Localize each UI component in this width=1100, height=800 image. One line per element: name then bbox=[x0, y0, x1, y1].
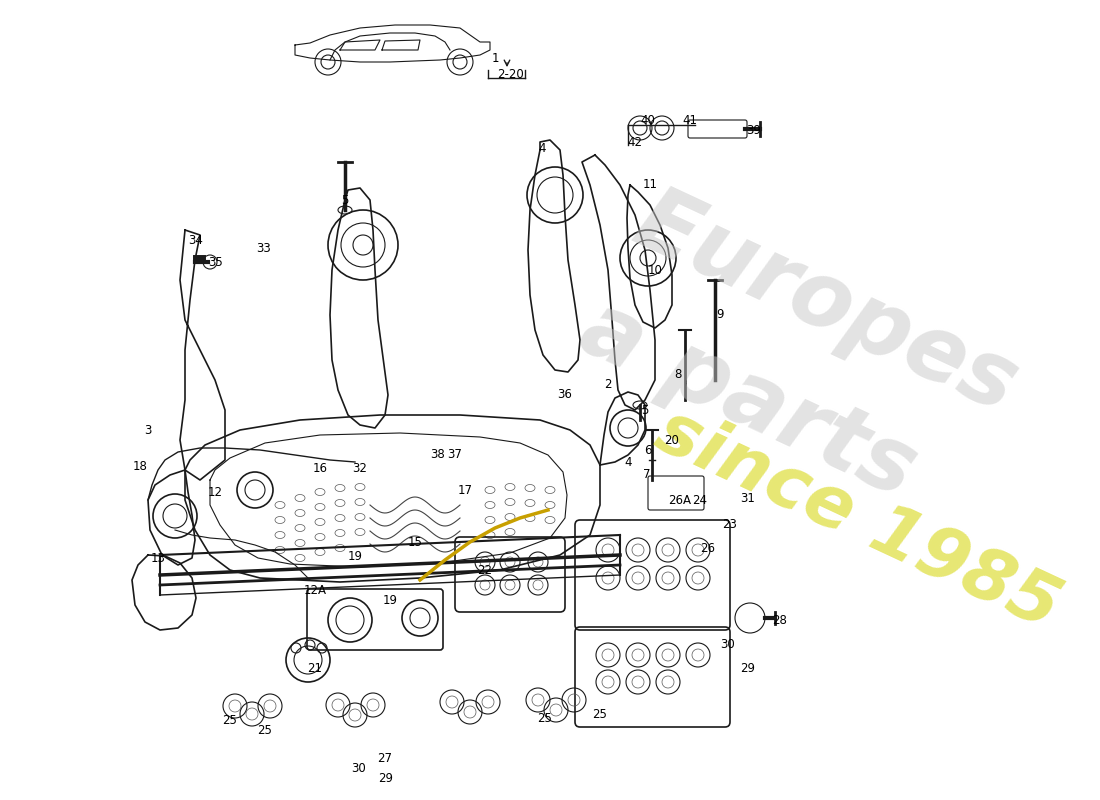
Text: 30: 30 bbox=[352, 762, 366, 774]
Text: 34: 34 bbox=[188, 234, 204, 246]
Text: 25: 25 bbox=[538, 711, 552, 725]
Text: 35: 35 bbox=[209, 255, 223, 269]
Text: 18: 18 bbox=[133, 461, 147, 474]
Text: 24: 24 bbox=[693, 494, 707, 506]
Text: 29: 29 bbox=[740, 662, 756, 674]
Text: 20: 20 bbox=[664, 434, 680, 446]
Text: 3: 3 bbox=[144, 423, 152, 437]
Text: 26A: 26A bbox=[669, 494, 692, 506]
Text: 36: 36 bbox=[558, 389, 572, 402]
Text: 25: 25 bbox=[257, 723, 273, 737]
Text: 29: 29 bbox=[378, 771, 394, 785]
Text: 2-20: 2-20 bbox=[496, 69, 524, 82]
Text: Europes: Europes bbox=[619, 177, 1031, 431]
Text: 17: 17 bbox=[458, 483, 473, 497]
Text: 13: 13 bbox=[151, 551, 165, 565]
Text: 2: 2 bbox=[604, 378, 612, 391]
Text: 38: 38 bbox=[430, 449, 446, 462]
Text: 19: 19 bbox=[348, 550, 363, 562]
Text: 42: 42 bbox=[627, 137, 642, 150]
Text: 12A: 12A bbox=[304, 583, 327, 597]
Text: 25: 25 bbox=[222, 714, 238, 726]
Text: 25: 25 bbox=[593, 709, 607, 722]
Text: 26: 26 bbox=[701, 542, 715, 554]
Text: 4: 4 bbox=[625, 455, 631, 469]
Text: 28: 28 bbox=[772, 614, 788, 626]
Text: 1: 1 bbox=[492, 51, 498, 65]
Text: 21: 21 bbox=[308, 662, 322, 674]
Text: 40: 40 bbox=[640, 114, 656, 126]
Text: 33: 33 bbox=[256, 242, 272, 254]
Text: 10: 10 bbox=[648, 263, 662, 277]
Text: 39: 39 bbox=[747, 123, 761, 137]
Text: 30: 30 bbox=[720, 638, 736, 651]
Text: 5: 5 bbox=[641, 403, 649, 417]
Text: 4: 4 bbox=[538, 142, 546, 154]
Text: 8: 8 bbox=[674, 369, 682, 382]
Text: 9: 9 bbox=[716, 309, 724, 322]
Text: 6: 6 bbox=[645, 443, 651, 457]
Text: 12: 12 bbox=[208, 486, 222, 498]
Text: 41: 41 bbox=[682, 114, 697, 126]
Text: 19: 19 bbox=[383, 594, 397, 606]
Text: since 1985: since 1985 bbox=[646, 396, 1070, 644]
Text: 15: 15 bbox=[408, 537, 422, 550]
Text: 16: 16 bbox=[312, 462, 328, 474]
Text: 7: 7 bbox=[644, 469, 651, 482]
Text: 11: 11 bbox=[642, 178, 658, 191]
Text: 27: 27 bbox=[377, 751, 393, 765]
Text: 23: 23 bbox=[723, 518, 737, 531]
Text: 5: 5 bbox=[341, 194, 349, 206]
Text: 37: 37 bbox=[448, 449, 462, 462]
Text: 22: 22 bbox=[477, 563, 493, 577]
Text: 32: 32 bbox=[353, 462, 367, 474]
Text: 31: 31 bbox=[740, 491, 756, 505]
Text: a parts: a parts bbox=[566, 284, 930, 516]
